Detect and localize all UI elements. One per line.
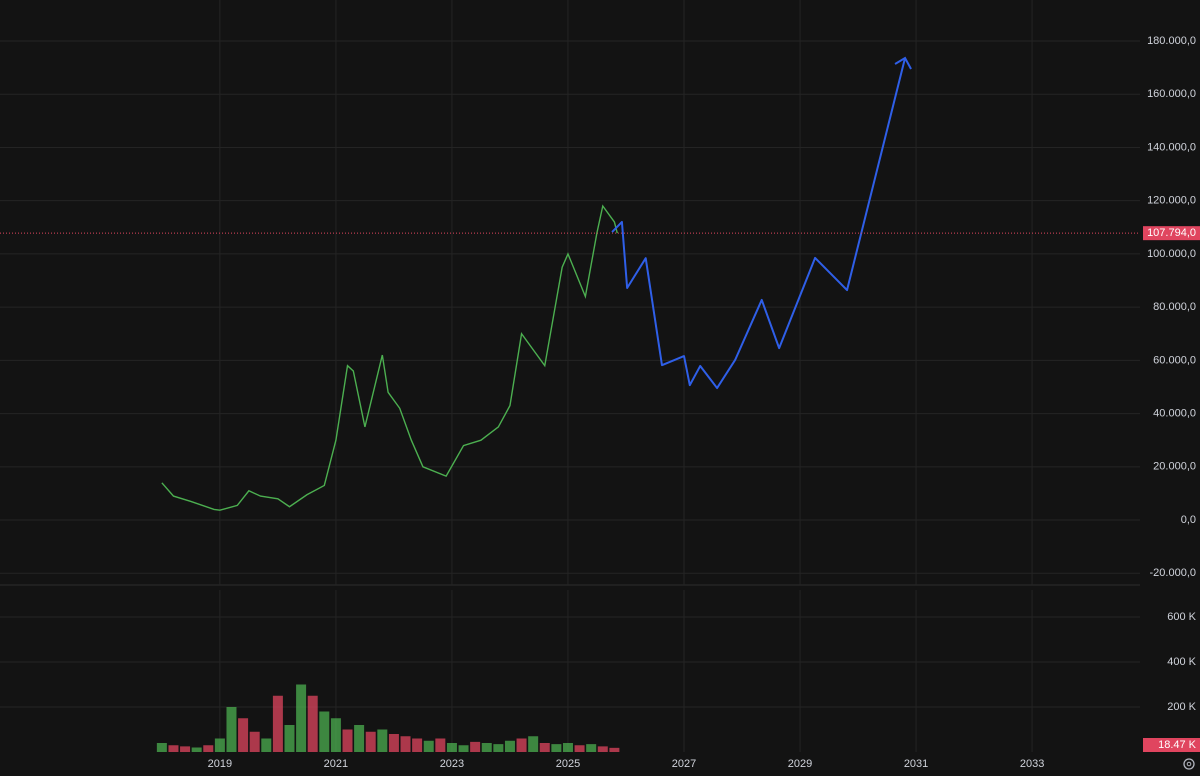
volume-bar xyxy=(342,729,353,752)
x-tick-label: 2029 xyxy=(788,758,812,770)
volume-bar xyxy=(458,745,469,752)
volume-bar xyxy=(574,745,585,752)
volume-bar xyxy=(191,747,202,752)
x-tick-label: 2019 xyxy=(208,758,232,770)
settings-icon[interactable] xyxy=(1183,758,1195,770)
y-tick-label: 40.000,0 xyxy=(1153,408,1196,420)
volume-bar xyxy=(307,695,318,752)
volume-bar xyxy=(481,743,492,752)
volume-bar xyxy=(226,707,237,752)
x-tick-label: 2027 xyxy=(672,758,696,770)
settings-gear[interactable] xyxy=(1183,758,1195,770)
volume-bar xyxy=(609,747,620,752)
volume-bar xyxy=(365,731,376,752)
volume-bar xyxy=(249,731,260,752)
volume-bar xyxy=(330,718,341,752)
volume-bar xyxy=(180,746,191,752)
volume-bar xyxy=(168,745,179,752)
volume-bar xyxy=(261,738,272,752)
x-tick-label: 2021 xyxy=(324,758,348,770)
last-price-box xyxy=(1143,226,1200,241)
volume-bar xyxy=(388,734,399,752)
volume-bar xyxy=(203,745,214,752)
volume-bar xyxy=(470,741,481,752)
volume-bar xyxy=(156,743,167,752)
price-line xyxy=(161,204,618,511)
volume-bar xyxy=(377,729,388,752)
x-tick-label: 2023 xyxy=(440,758,464,770)
volume-bar xyxy=(435,738,446,752)
y-tick-label: -20.000,0 xyxy=(1150,567,1196,579)
last-volume-box xyxy=(1143,738,1200,752)
volume-bar xyxy=(354,725,365,752)
y-tick-label: 200 K xyxy=(1167,701,1196,713)
volume-bar xyxy=(562,743,573,752)
volume-bar xyxy=(516,738,527,752)
volume-bar xyxy=(296,684,307,752)
volume-bar xyxy=(284,725,295,752)
settings-gear-center[interactable] xyxy=(1186,761,1192,767)
x-tick-label: 2025 xyxy=(556,758,580,770)
volume-bar xyxy=(238,718,249,752)
forecast-line xyxy=(611,57,907,390)
forecast-arrowhead xyxy=(894,56,912,70)
x-tick-label: 2033 xyxy=(1020,758,1044,770)
volume-bar xyxy=(319,711,330,752)
volume-bar xyxy=(272,695,283,752)
volume-bar xyxy=(539,743,550,752)
y-tick-label: 80.000,0 xyxy=(1153,301,1196,313)
volume-bar xyxy=(551,744,562,752)
y-tick-label: 400 K xyxy=(1167,656,1196,668)
volume-bar xyxy=(597,746,608,752)
x-tick-label: 2031 xyxy=(904,758,928,770)
volume-bar xyxy=(214,738,225,752)
volume-bar xyxy=(446,743,457,752)
y-tick-label: 60.000,0 xyxy=(1153,354,1196,366)
volume-bar xyxy=(493,744,504,752)
y-tick-label: 140.000,0 xyxy=(1147,141,1196,153)
y-tick-label: 180.000,0 xyxy=(1147,35,1196,47)
volume-bar xyxy=(412,738,423,752)
volume-bar xyxy=(423,740,434,752)
y-tick-label: 600 K xyxy=(1167,611,1196,623)
y-tick-label: 160.000,0 xyxy=(1147,88,1196,100)
volume-bar xyxy=(586,744,597,752)
volume-bar xyxy=(528,736,539,752)
last-price-label: 107.794,0 xyxy=(1147,227,1196,239)
y-tick-label: 120.000,0 xyxy=(1147,195,1196,207)
y-tick-label: 100.000,0 xyxy=(1147,248,1196,260)
last-volume-label: 18.47 K xyxy=(1158,739,1197,751)
y-tick-label: 20.000,0 xyxy=(1153,461,1196,473)
volume-bar xyxy=(504,740,515,752)
volume-bar xyxy=(400,736,411,752)
y-tick-label: 0,0 xyxy=(1181,514,1196,526)
